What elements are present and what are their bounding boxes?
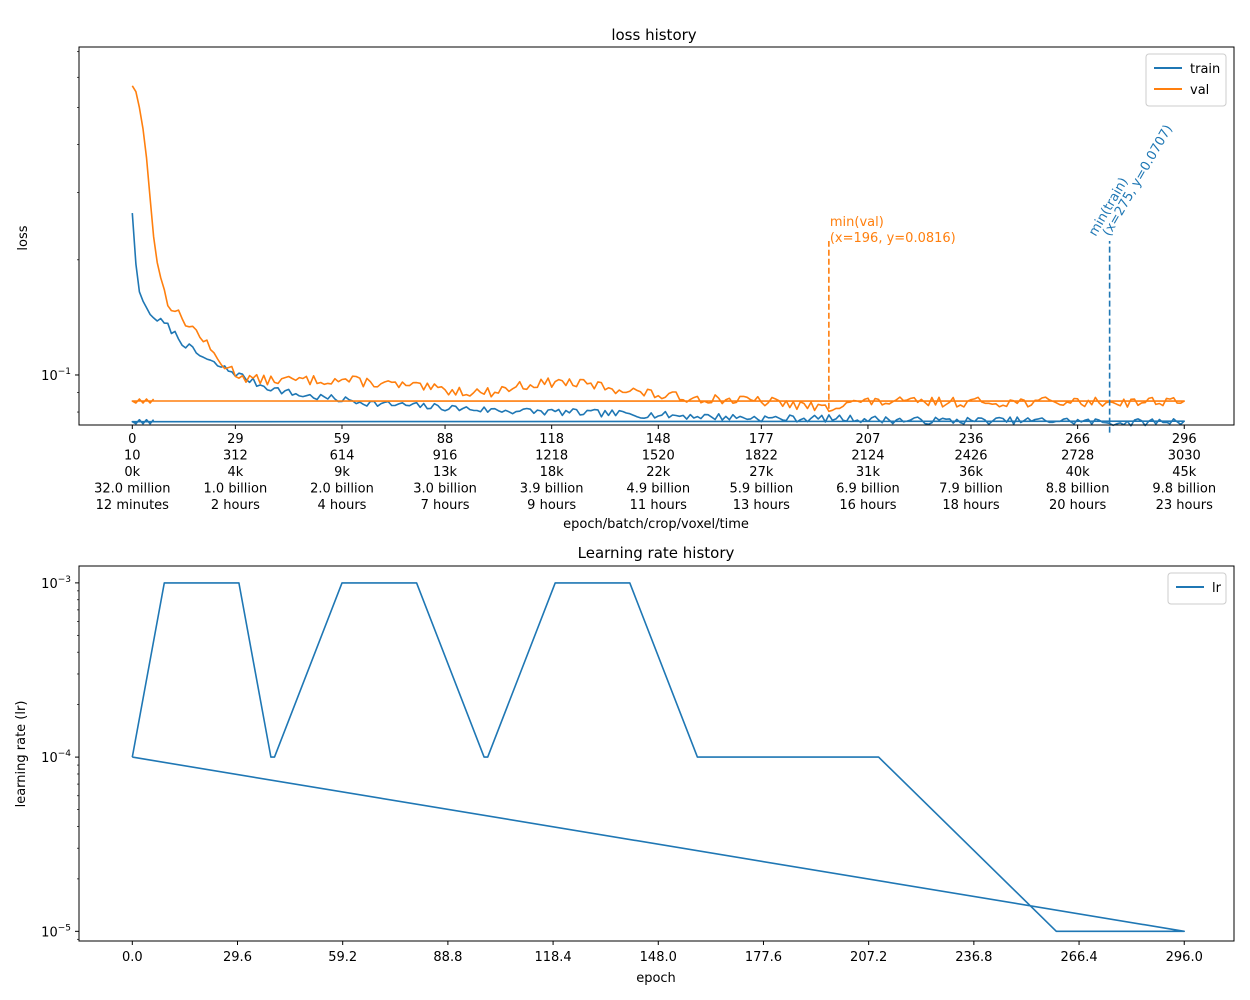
loss-x-tick-label: 2 hours bbox=[211, 498, 260, 513]
loss-x-tick-label: 7.9 billion bbox=[939, 482, 1003, 497]
loss-x-tick-label: 9.8 billion bbox=[1152, 482, 1216, 497]
loss-x-tick-label: 22k bbox=[646, 465, 671, 480]
lr-plot-area: 0.0 29.6 59.2 88.8 118.4 148.0 177.6 207.2 236.8… bbox=[41, 575, 1203, 965]
loss-x-tick-label: 9k bbox=[334, 465, 350, 480]
series-line-val bbox=[131, 85, 1185, 413]
loss-x-tick-label: 1520 bbox=[642, 449, 675, 464]
loss-x-tick-label: 296 bbox=[1172, 432, 1197, 447]
loss-x-tick-label: 614 bbox=[330, 449, 355, 464]
loss-x-tick-label: 2.0 billion bbox=[310, 482, 374, 497]
loss-x-tick-label: 118 bbox=[539, 432, 564, 447]
loss-x-tick-label: 6.9 billion bbox=[836, 482, 900, 497]
loss-x-tick-label: 3030 bbox=[1168, 449, 1201, 464]
loss-x-tick-label: 2728 bbox=[1061, 449, 1094, 464]
lr-chart-title: Learning rate history bbox=[578, 544, 735, 562]
loss-x-tick-label: 4k bbox=[227, 465, 243, 480]
series-line-lr bbox=[131, 582, 1185, 933]
loss-y-tick-label: 10−1 bbox=[41, 367, 71, 384]
lr-x-tick-label: 59.2 bbox=[328, 950, 357, 965]
loss-x-tick-label: 312 bbox=[223, 449, 248, 464]
loss-x-tick-label: 148 bbox=[646, 432, 671, 447]
loss-x-tick-label: 236 bbox=[959, 432, 984, 447]
loss-x-tick-label: 916 bbox=[433, 449, 458, 464]
lr-x-tick-label: 0.0 bbox=[122, 950, 143, 965]
lr-x-tick-label: 207.2 bbox=[850, 950, 887, 965]
lr-x-tick-label: 29.6 bbox=[223, 950, 252, 965]
loss-axes-frame bbox=[78, 46, 1235, 426]
loss-x-tick-label: 18k bbox=[540, 465, 565, 480]
min-label-val: (x=196, y=0.0816) bbox=[830, 231, 956, 246]
loss-legend: train val bbox=[1145, 53, 1227, 107]
lr-axes-frame bbox=[78, 565, 1235, 942]
loss-x-tick-label: 23 hours bbox=[1156, 498, 1213, 513]
loss-x-tick-label: 0 bbox=[128, 432, 136, 447]
loss-x-tick-label: 88 bbox=[437, 432, 454, 447]
loss-x-tick-label: 27k bbox=[749, 465, 774, 480]
loss-x-tick-label: 2426 bbox=[954, 449, 987, 464]
lr-y-tick-label: 10−5 bbox=[41, 923, 71, 940]
loss-x-tick-label: 8.8 billion bbox=[1046, 482, 1110, 497]
loss-x-tick-label: 207 bbox=[856, 432, 881, 447]
lr-x-tick-label: 236.8 bbox=[955, 950, 992, 965]
lr-x-tick-label: 148.0 bbox=[640, 950, 677, 965]
loss-x-axis-label: epoch/batch/crop/voxel/time bbox=[563, 517, 749, 532]
loss-x-tick-label: 177 bbox=[749, 432, 774, 447]
loss-history-panel: loss history epoch/batch/crop/voxel/time… bbox=[16, 26, 1235, 532]
lr-y-tick-label: 10−3 bbox=[41, 575, 71, 592]
loss-x-tick-label: 18 hours bbox=[942, 498, 999, 513]
loss-x-tick-label: 3.0 billion bbox=[413, 482, 477, 497]
lr-x-tick-label: 177.6 bbox=[745, 950, 782, 965]
loss-x-tick-label: 32.0 million bbox=[94, 482, 170, 497]
legend-label-val: val bbox=[1190, 83, 1209, 98]
loss-y-axis-label: loss bbox=[16, 225, 31, 250]
loss-x-tick-label: 2124 bbox=[851, 449, 884, 464]
min-label-val: min(val) bbox=[830, 215, 884, 230]
loss-x-tick-label: 16 hours bbox=[839, 498, 896, 513]
lr-x-tick-label: 266.4 bbox=[1060, 950, 1097, 965]
lr-x-tick-label: 118.4 bbox=[534, 950, 571, 965]
legend-label-train: train bbox=[1190, 62, 1220, 77]
loss-x-tick-label: 13 hours bbox=[733, 498, 790, 513]
legend-box bbox=[1167, 572, 1227, 605]
loss-x-tick-label: 29 bbox=[227, 432, 244, 447]
loss-x-tick-label: 59 bbox=[334, 432, 351, 447]
min-label-train: (x=275, y=0.0707) bbox=[1100, 122, 1176, 239]
learning-rate-panel: Learning rate history epoch learning rat… bbox=[14, 544, 1235, 986]
loss-x-tick-label: 1218 bbox=[535, 449, 568, 464]
lr-y-axis-label: learning rate (lr) bbox=[14, 701, 29, 808]
lr-y-tick-label: 10−4 bbox=[41, 749, 71, 766]
loss-x-tick-label: 4 hours bbox=[318, 498, 367, 513]
loss-x-tick-label: 266 bbox=[1065, 432, 1090, 447]
loss-x-tick-label: 45k bbox=[1172, 465, 1197, 480]
loss-x-tick-label: 1.0 billion bbox=[204, 482, 268, 497]
loss-x-tick-label: 7 hours bbox=[421, 498, 470, 513]
loss-x-tick-label: 13k bbox=[433, 465, 458, 480]
loss-x-tick-label: 31k bbox=[856, 465, 881, 480]
lr-x-tick-label: 88.8 bbox=[433, 950, 462, 965]
lr-legend: lr bbox=[1167, 572, 1227, 605]
loss-chart-title: loss history bbox=[611, 26, 696, 44]
loss-x-tick-label: 10 bbox=[124, 449, 141, 464]
loss-x-tick-label: 1822 bbox=[745, 449, 778, 464]
loss-x-tick-label: 40k bbox=[1066, 465, 1091, 480]
loss-x-tick-label: 12 minutes bbox=[96, 498, 170, 513]
loss-x-tick-label: 4.9 billion bbox=[626, 482, 690, 497]
loss-x-tick-label: 11 hours bbox=[630, 498, 687, 513]
lr-x-tick-label: 296.0 bbox=[1166, 950, 1203, 965]
loss-x-tick-label: 20 hours bbox=[1049, 498, 1106, 513]
lr-x-axis-label: epoch bbox=[636, 971, 676, 986]
series-line-train bbox=[131, 213, 1185, 427]
loss-x-tick-label: 5.9 billion bbox=[729, 482, 793, 497]
loss-x-tick-label: 36k bbox=[959, 465, 984, 480]
loss-x-tick-label: 0k bbox=[124, 465, 140, 480]
loss-x-tick-label: 3.9 billion bbox=[520, 482, 584, 497]
loss-x-tick-label: 9 hours bbox=[527, 498, 576, 513]
legend-label-lr: lr bbox=[1212, 581, 1222, 596]
